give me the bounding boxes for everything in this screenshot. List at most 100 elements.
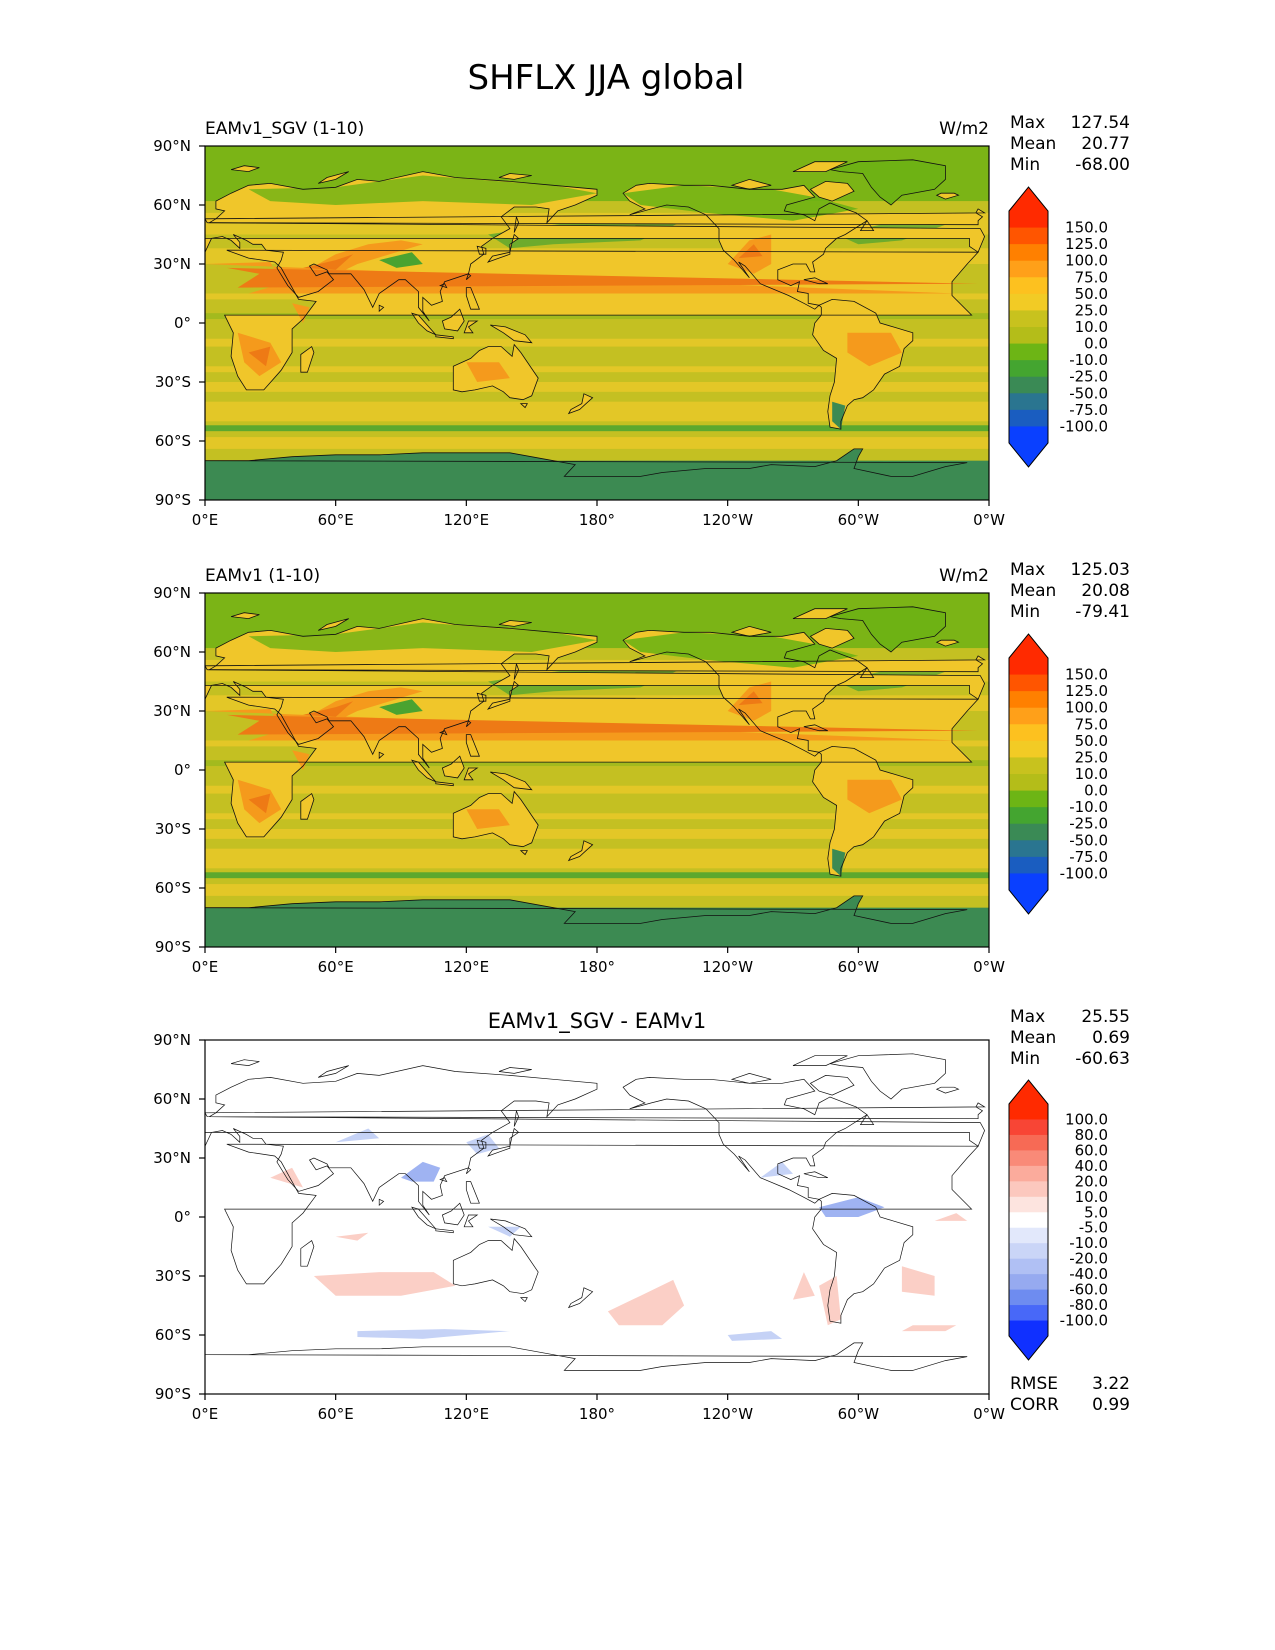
land-sumatra [411,760,436,782]
land-antarctica [205,448,968,477]
land-madagascar [300,793,314,820]
colorbar-tick-label: 10.0 [1075,765,1108,783]
ocean-band [205,338,989,347]
panel-ref: EAMv1 (1-10) W/m2 90°N 60°N 30°N 0° 30°S 60°S… [153,566,1005,976]
coastline [730,1073,772,1084]
coastline [411,1206,437,1230]
lat-tick-label: 90°S [155,1385,191,1403]
coastline [829,159,946,206]
lat-tick-label: 60°N [153,643,191,661]
land-nz [568,393,593,414]
coastline [792,1055,848,1066]
colorbar-bin [1009,691,1048,709]
stat-mean-label: Mean [1010,581,1056,601]
lon-axis: 0°E 60°E 120°E 180° 120°W 60°W 0°W [192,500,1005,529]
coastline [205,1342,968,1371]
coastline [231,1059,260,1066]
colorbar-bin [1009,360,1048,378]
coastline [859,1114,875,1125]
land-siberia-cool [248,622,597,652]
stat-min-value: -60.63 [1075,1049,1130,1069]
ocean-band [205,785,989,794]
lon-tick-label: 0°E [192,511,219,529]
corr-label: CORR [1010,1395,1059,1415]
colorbar-bin [1009,260,1048,278]
lon-axis: 0°E 60°E 120°E 180° 120°W 60°W 0°W [192,947,1005,976]
colorbar-bin [1009,1150,1048,1167]
colorbar-tick-label: -40.0 [1069,1265,1108,1283]
diff-patch [401,1161,441,1182]
coastline [622,182,868,310]
colorbar-tick-label: -20.0 [1069,1250,1108,1268]
coastline [487,1127,520,1157]
coastline [498,1067,532,1074]
coastline [452,1237,539,1295]
coastline [435,1228,454,1234]
colorbar-bin [1009,658,1048,676]
coastline [318,1065,349,1078]
coastline [205,208,986,226]
colorbar-diff: 100.080.060.040.020.010.05.0-5.0-10.0-20… [1008,1079,1108,1361]
coastline [230,612,260,620]
colorbar-bin [1009,1227,1048,1244]
colorbar-bin [1009,310,1048,328]
colorbar-tick-label: 60.0 [1075,1141,1108,1159]
colorbar-bin [1009,1196,1048,1213]
hot-region [847,332,902,367]
ocean-band [205,401,989,422]
coastline [567,393,594,415]
coastline [476,692,487,702]
lat-tick-label: 90°S [155,938,191,956]
coastline [205,1065,985,1216]
lat-tick-label: 0° [174,314,191,332]
coastline [486,233,520,263]
coastline [452,343,539,401]
colorbar-extend-max [1009,187,1048,211]
hot-core [303,254,354,270]
cool-patagonia [832,401,846,430]
lat-tick-label: 30°S [155,373,191,391]
land-uk [205,208,985,225]
lon-tick-label: 60°E [318,1405,354,1423]
coastline [223,249,980,391]
coastline [317,171,349,184]
colorbar-tick-label: 100.0 [1065,699,1108,717]
coastline [859,219,875,231]
lon-tick-label: 0°W [973,511,1005,529]
coastline [730,178,772,190]
colorbar-bin [1009,674,1048,692]
coastline [205,895,968,924]
coastline [730,625,772,637]
coastline [463,320,479,334]
land-baffin [810,628,854,649]
colorbar-bin [1009,1181,1048,1198]
land-uk [205,655,985,672]
coastline [513,1110,519,1127]
panel-title-left: EAMv1_SGV (1-10) [205,119,364,139]
colorbar-bin [1009,343,1048,361]
lat-tick-label: 0° [174,1208,191,1226]
colorbar-tick-label: 50.0 [1075,732,1108,750]
coastline [519,403,528,409]
lon-tick-label: 60°E [318,511,354,529]
colorbar-extend-min [1009,890,1048,914]
land-samerica [812,746,913,877]
coastline [809,180,855,202]
land-korea [477,246,486,255]
coastline [486,680,520,710]
coastline [498,173,532,180]
coastline [205,1102,986,1120]
colorbar-tick-label: -75.0 [1069,848,1108,866]
coastline [812,745,914,877]
ocean-band [205,884,989,896]
coastline [465,1181,480,1204]
land-java [435,781,454,786]
colorbar-tick-label: 5.0 [1084,1203,1108,1221]
figure-title: SHFLX JJA global [468,58,745,98]
colorbar-outline [1008,633,1049,915]
coastline [205,171,986,322]
coastline [465,734,480,757]
stat-min-value: -68.00 [1075,155,1130,175]
coastline [435,334,454,340]
colorbar-bin [1009,1320,1048,1337]
